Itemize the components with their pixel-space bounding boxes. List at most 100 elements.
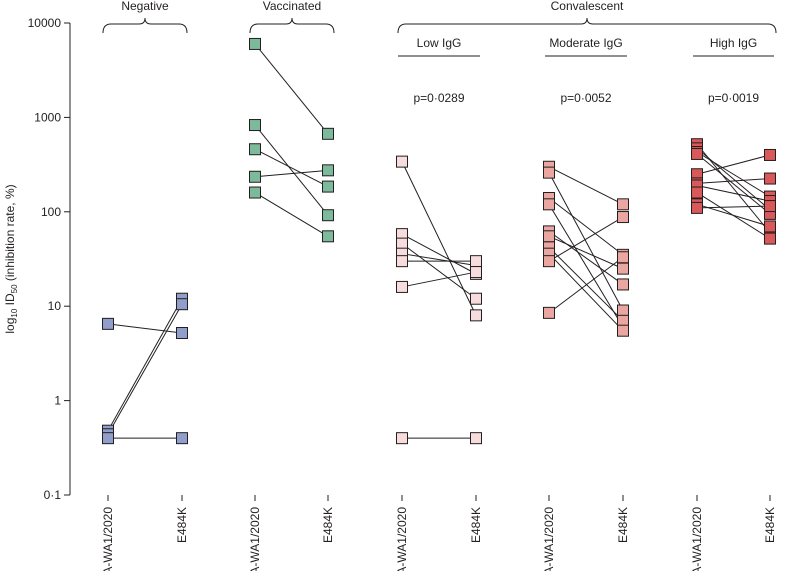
convalescent-label: Convalescent bbox=[551, 0, 624, 13]
vaccinated-label: Vaccinated bbox=[263, 0, 321, 13]
data-point-1-4-b bbox=[322, 230, 334, 243]
data-point-4-7-a bbox=[691, 186, 703, 199]
x-tick-label-1-0: USA-WA1/2020 bbox=[248, 507, 262, 571]
data-point-3-0-b bbox=[617, 198, 629, 211]
p-value-3: p=0·0052 bbox=[560, 91, 611, 105]
data-point-4-9-a bbox=[691, 201, 703, 214]
pair-lines bbox=[107, 43, 771, 439]
pair-line-0-0 bbox=[107, 323, 183, 334]
data-point-1-1-a bbox=[249, 119, 261, 132]
data-point-1-2-b bbox=[322, 180, 334, 193]
data-point-2-0-b bbox=[470, 309, 482, 322]
data-point-3-9-b bbox=[617, 251, 629, 264]
x-tick-label-1-1: E484K bbox=[321, 507, 335, 543]
data-point-4-8-b bbox=[764, 220, 776, 233]
pair-line-4-4 bbox=[696, 154, 771, 175]
data-point-1-2-a bbox=[249, 143, 261, 156]
y-tick-label-0: 0·1 bbox=[44, 488, 62, 502]
data-point-4-3-a bbox=[691, 147, 703, 160]
subgroup-label-4: High IgG bbox=[710, 36, 757, 50]
convalescent-brace bbox=[397, 17, 777, 34]
pair-line-1-4 bbox=[254, 192, 329, 237]
pair-line-1-0 bbox=[254, 43, 329, 135]
data-point-3-7-b bbox=[617, 324, 629, 337]
data-point-3-4-b bbox=[617, 278, 629, 291]
pair-line-4-3 bbox=[696, 153, 771, 215]
data-point-0-0-a bbox=[102, 317, 114, 330]
y-axis: 0·1 1 10 100 1000 10000 log10 ID50 (inhibitio… bbox=[3, 16, 71, 502]
pair-line-3-9 bbox=[548, 256, 624, 314]
y-axis-label: log10 ID50 (inhibition rate, %) bbox=[3, 184, 19, 333]
x-tick-label-4-0: USA-WA1/2020 bbox=[690, 507, 704, 571]
pair-line-4-5 bbox=[696, 178, 771, 184]
x-tick-label-3-0: USA-WA1/2020 bbox=[542, 507, 556, 571]
data-point-4-4-b bbox=[764, 148, 776, 161]
x-tick-label-2-0: USA-WA1/2020 bbox=[395, 507, 409, 571]
data-point-2-5-a bbox=[396, 280, 408, 293]
y-tick-label-2: 10 bbox=[48, 299, 62, 313]
vaccinated-brace bbox=[249, 17, 335, 34]
data-point-1-3-b bbox=[322, 164, 334, 177]
data-point-4-9-b bbox=[764, 200, 776, 213]
data-point-1-1-b bbox=[322, 209, 334, 222]
pair-line-3-1 bbox=[548, 172, 624, 311]
y-tick-label-5: 10000 bbox=[28, 16, 62, 30]
data-point-0-3-a bbox=[102, 432, 114, 445]
x-tick-label-2-1: E484K bbox=[469, 507, 483, 543]
x-tick-label-0-1: E484K bbox=[175, 507, 189, 543]
data-point-2-4-b bbox=[470, 255, 482, 268]
pair-line-3-5 bbox=[548, 235, 624, 270]
data-point-3-8-b bbox=[617, 211, 629, 224]
y-tick-label-4: 1000 bbox=[34, 110, 61, 124]
data-point-3-6-b bbox=[617, 314, 629, 327]
pair-line-2-5 bbox=[401, 271, 477, 288]
subgroup-label-2: Low IgG bbox=[417, 36, 462, 50]
y-ticks: 0·1 1 10 100 1000 10000 bbox=[28, 16, 70, 502]
pair-line-3-0 bbox=[548, 166, 624, 205]
pair-line-3-4 bbox=[548, 230, 624, 285]
x-tick-label-4-1: E484K bbox=[763, 507, 777, 543]
negative-brace bbox=[102, 17, 188, 34]
data-point-1-4-a bbox=[249, 186, 261, 199]
data-point-4-7-b bbox=[764, 232, 776, 245]
pair-line-3-6 bbox=[548, 247, 624, 322]
y-tick-label-1: 1 bbox=[54, 394, 61, 408]
data-point-2-5-b bbox=[470, 266, 482, 279]
pair-line-4-1 bbox=[696, 147, 771, 211]
pair-line-2-2 bbox=[401, 243, 477, 300]
data-point-3-5-b bbox=[617, 262, 629, 275]
pair-line-4-2 bbox=[696, 151, 771, 197]
pair-line-1-1 bbox=[254, 124, 329, 216]
pair-line-4-9 bbox=[696, 205, 771, 209]
data-point-2-6-b bbox=[470, 432, 482, 445]
group-brackets: Negative Vaccinated Convalescent Low IgG p=0… bbox=[102, 0, 777, 105]
pair-line-3-2 bbox=[548, 197, 624, 256]
data-point-1-3-a bbox=[249, 170, 261, 183]
data-point-0-3-b bbox=[176, 432, 188, 445]
x-ticks: USA-WA1/2020 E484K USA-WA1/2020 E484K USA-WA… bbox=[101, 495, 777, 571]
pair-line-3-7 bbox=[548, 253, 624, 332]
p-value-4: p=0·0019 bbox=[708, 91, 759, 105]
pair-line-3-8 bbox=[548, 216, 624, 262]
y-tick-label-3: 100 bbox=[41, 205, 61, 219]
data-point-2-4-a bbox=[396, 255, 408, 268]
data-point-3-8-a bbox=[543, 255, 555, 268]
pair-line-2-0 bbox=[401, 161, 477, 316]
pair-line-2-1 bbox=[401, 233, 477, 275]
pair-line-4-6 bbox=[696, 184, 771, 202]
pair-line-2-3 bbox=[401, 253, 477, 266]
data-point-2-2-b bbox=[470, 292, 482, 305]
data-point-3-1-a bbox=[543, 166, 555, 179]
subgroup-label-3: Moderate IgG bbox=[549, 36, 622, 50]
pair-line-3-3 bbox=[548, 204, 624, 328]
data-point-0-0-b bbox=[176, 327, 188, 340]
data-point-2-2-a bbox=[396, 237, 408, 250]
data-point-3-9-a bbox=[543, 306, 555, 319]
data-point-2-6-a bbox=[396, 432, 408, 445]
x-tick-label-0-0: USA-WA1/2020 bbox=[101, 507, 115, 571]
data-point-4-5-b bbox=[764, 172, 776, 185]
data-point-1-0-b bbox=[322, 127, 334, 140]
data-point-1-0-a bbox=[249, 37, 261, 50]
pair-line-0-2 bbox=[107, 303, 183, 435]
